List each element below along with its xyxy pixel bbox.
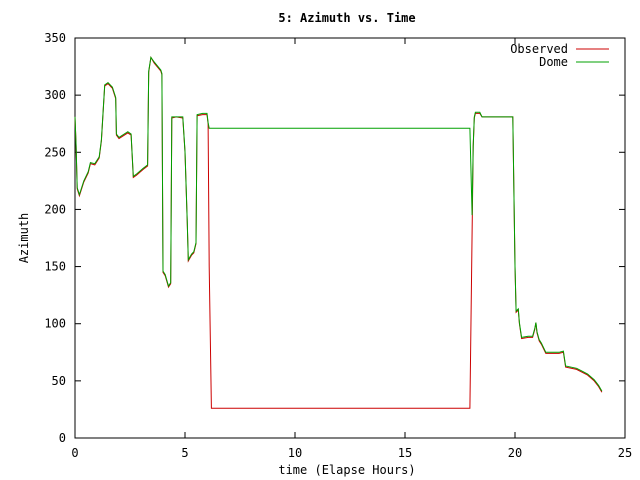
y-axis-label: Azimuth — [17, 213, 31, 264]
chart-title: 5: Azimuth vs. Time — [278, 11, 415, 25]
y-tick-label: 250 — [44, 145, 66, 159]
x-axis-label: time (Elapse Hours) — [278, 463, 415, 477]
y-tick-label: 100 — [44, 317, 66, 331]
plot-frame — [74, 37, 626, 439]
y-tick-label: 350 — [44, 31, 66, 45]
x-tick-label: 5 — [181, 446, 188, 460]
series-line-observed — [74, 55, 603, 409]
x-tick-label: 10 — [288, 446, 302, 460]
x-tick-label: 20 — [508, 446, 522, 460]
y-tick-label: 150 — [44, 260, 66, 274]
x-tick-label: 0 — [71, 446, 78, 460]
x-tick-label: 25 — [618, 446, 632, 460]
series-line-dome — [74, 56, 603, 392]
x-tick-label: 15 — [398, 446, 412, 460]
legend-label-observed: Observed — [510, 42, 568, 56]
y-tick-label: 200 — [44, 202, 66, 216]
y-tick-label: 50 — [52, 374, 66, 388]
y-tick-label: 300 — [44, 88, 66, 102]
y-tick-label: 0 — [59, 431, 66, 445]
legend-label-dome: Dome — [539, 55, 568, 69]
